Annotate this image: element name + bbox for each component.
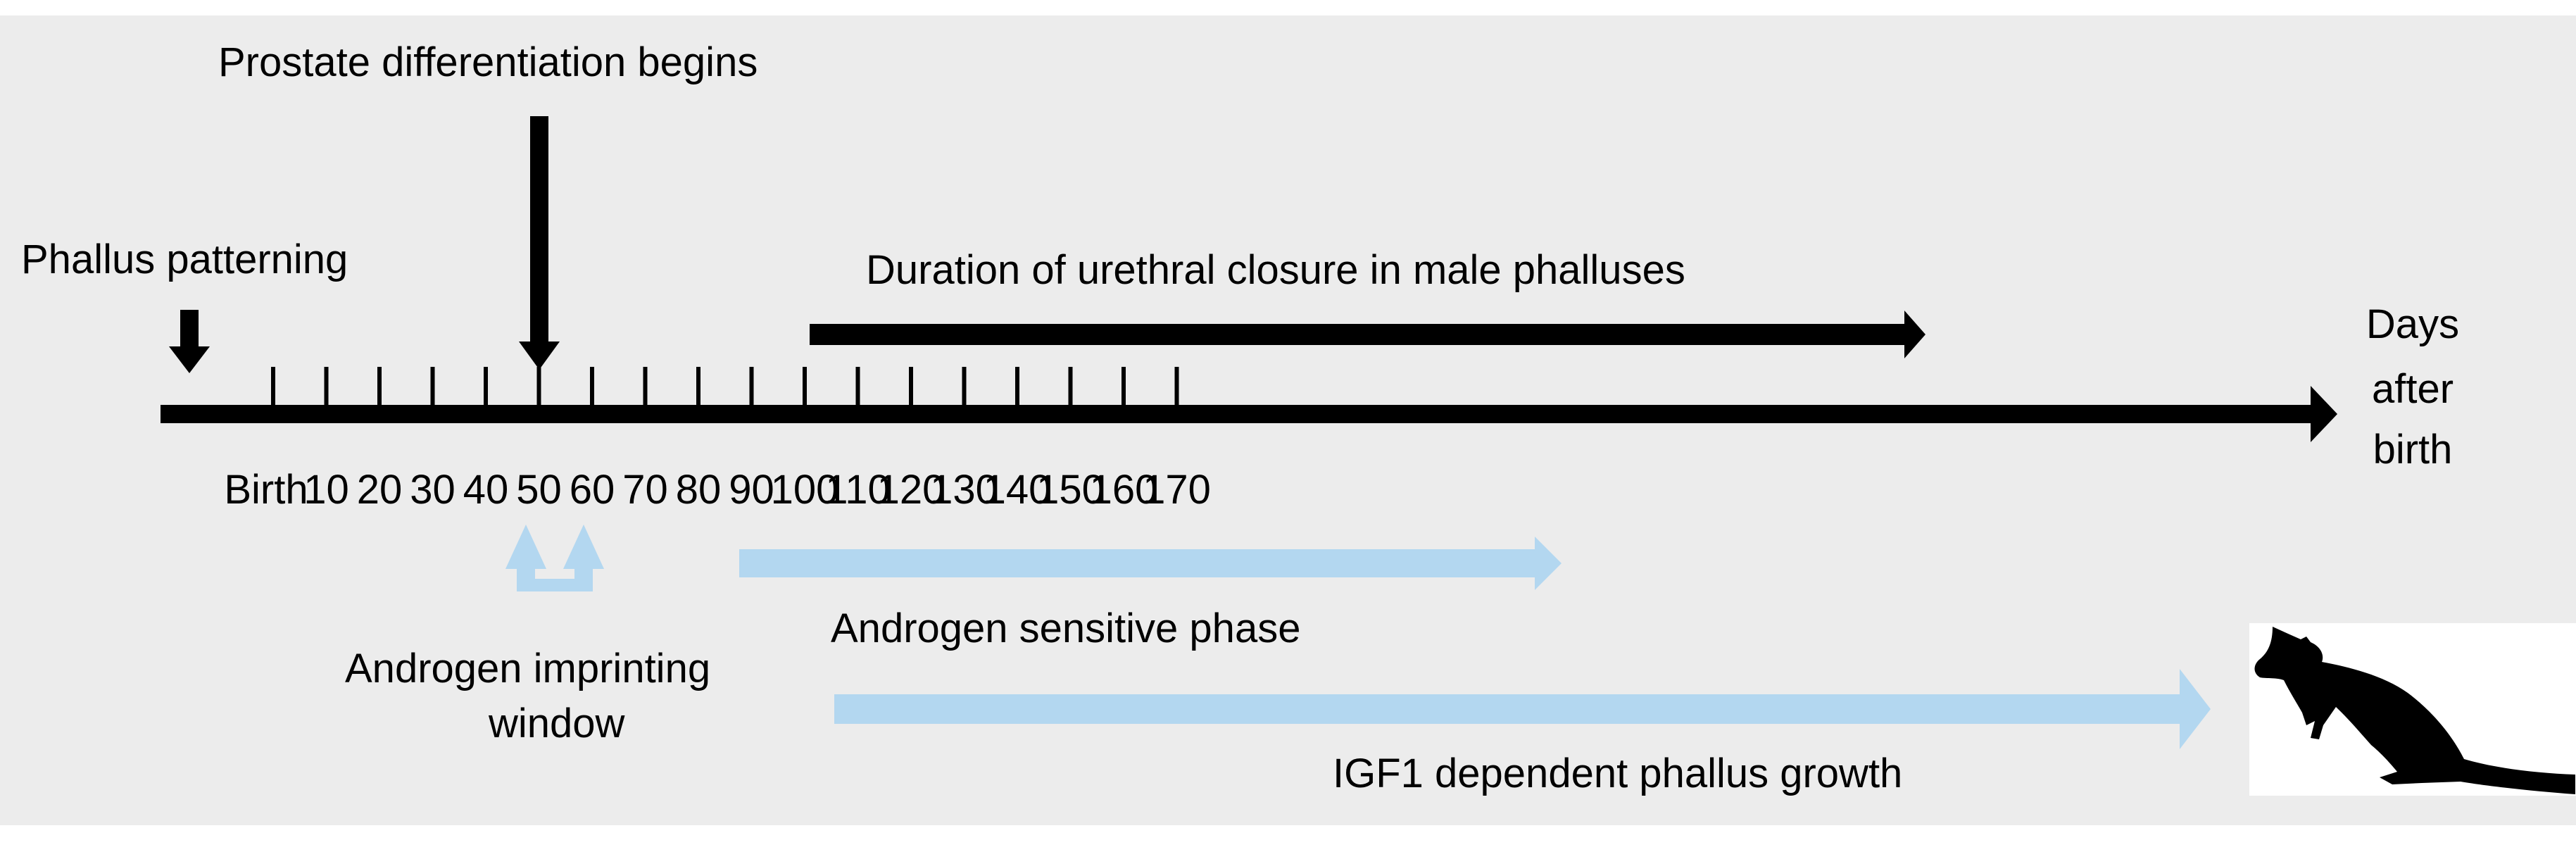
tick-mark <box>803 367 807 409</box>
time-axis-arrowhead <box>2311 386 2337 442</box>
prostate-differentiation-label: Prostate differentiation begins <box>218 39 758 85</box>
tick-mark <box>536 367 541 409</box>
tick-label: 60 <box>570 467 615 513</box>
tick-mark <box>590 367 594 409</box>
tick-marks <box>271 367 1179 409</box>
tick-label: 40 <box>463 467 509 513</box>
tick-label: 80 <box>676 467 722 513</box>
tick-label: 30 <box>410 467 455 513</box>
tick-label: 70 <box>622 467 668 513</box>
tick-label: 150 <box>1036 467 1105 513</box>
androgen-sensitive-arrow <box>739 537 1562 590</box>
tick-label: 110 <box>825 467 890 513</box>
urethral-closure-arrow <box>810 311 1925 358</box>
axis-unit-label-line3: birth <box>2373 427 2453 472</box>
tick-mark <box>1174 367 1179 409</box>
tick-label: 170 <box>1143 467 1211 513</box>
androgen-imprinting-label-line2: window <box>488 701 626 746</box>
tick-mark <box>962 367 967 409</box>
urethral-closure-label: Duration of urethral closure in male pha… <box>866 247 1685 293</box>
tick-label: Birth <box>224 467 308 513</box>
androgen-imprinting-arrow <box>505 525 604 591</box>
tick-mark <box>855 367 860 409</box>
androgen-imprinting-label-line1: Androgen imprinting <box>345 646 710 691</box>
wallaby-silhouette-icon <box>2249 623 2576 796</box>
time-axis-line <box>161 405 2315 423</box>
igf1-growth-arrow <box>834 669 2211 749</box>
tick-mark <box>377 367 382 409</box>
tick-mark <box>696 367 700 409</box>
tick-label: 50 <box>516 467 562 513</box>
tick-mark <box>643 367 648 409</box>
tick-mark <box>909 367 913 409</box>
tick-label: 10 <box>303 467 349 513</box>
tick-mark <box>271 367 275 409</box>
tick-mark <box>430 367 435 409</box>
axis-unit-label-line1: Days <box>2366 301 2459 347</box>
axis-unit-label-line2: after <box>2372 366 2454 412</box>
tick-label: 160 <box>1090 467 1158 513</box>
tick-label: 20 <box>357 467 403 513</box>
tick-label: 120 <box>877 467 945 513</box>
tick-label: 140 <box>984 467 1052 513</box>
igf1-growth-label: IGF1 dependent phallus growth <box>1333 751 1902 796</box>
tick-mark <box>484 367 488 409</box>
tick-label: 100 <box>771 467 839 513</box>
tick-mark <box>749 367 754 409</box>
tick-mark <box>1068 367 1073 409</box>
tick-label: 130 <box>930 467 998 513</box>
tick-mark <box>1015 367 1019 409</box>
phallus-patterning-arrow <box>169 310 210 373</box>
androgen-sensitive-label: Androgen sensitive phase <box>831 606 1300 651</box>
tick-label: 90 <box>729 467 774 513</box>
prostate-differentiation-arrow <box>519 116 560 370</box>
phallus-patterning-label: Phallus patterning <box>21 237 348 282</box>
tick-mark <box>324 367 329 409</box>
tick-mark <box>1121 367 1126 409</box>
